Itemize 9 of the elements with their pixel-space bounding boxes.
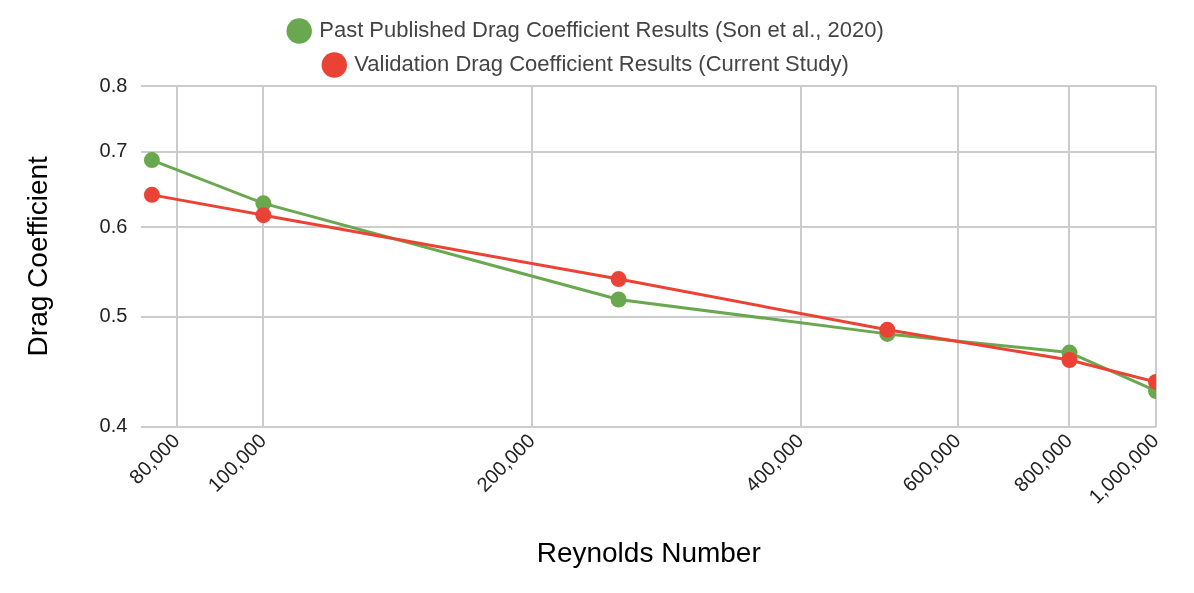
legend-label: Past Published Drag Coefficient Results (Son et al., 2020) xyxy=(319,17,884,43)
x-axis-title: Reynolds Number xyxy=(536,536,761,568)
y-tick-label: 0.7 xyxy=(99,139,128,162)
y-tick-label: 0.4 xyxy=(99,414,128,437)
legend-label: Validation Drag Coefficient Results (Current Study) xyxy=(354,51,849,77)
y-tick-label: 0.5 xyxy=(99,304,128,327)
y-tick-label: 0.8 xyxy=(99,73,128,96)
y-tick-label: 0.6 xyxy=(99,214,128,237)
y-axis-title: Drag Coefficient xyxy=(21,155,53,357)
